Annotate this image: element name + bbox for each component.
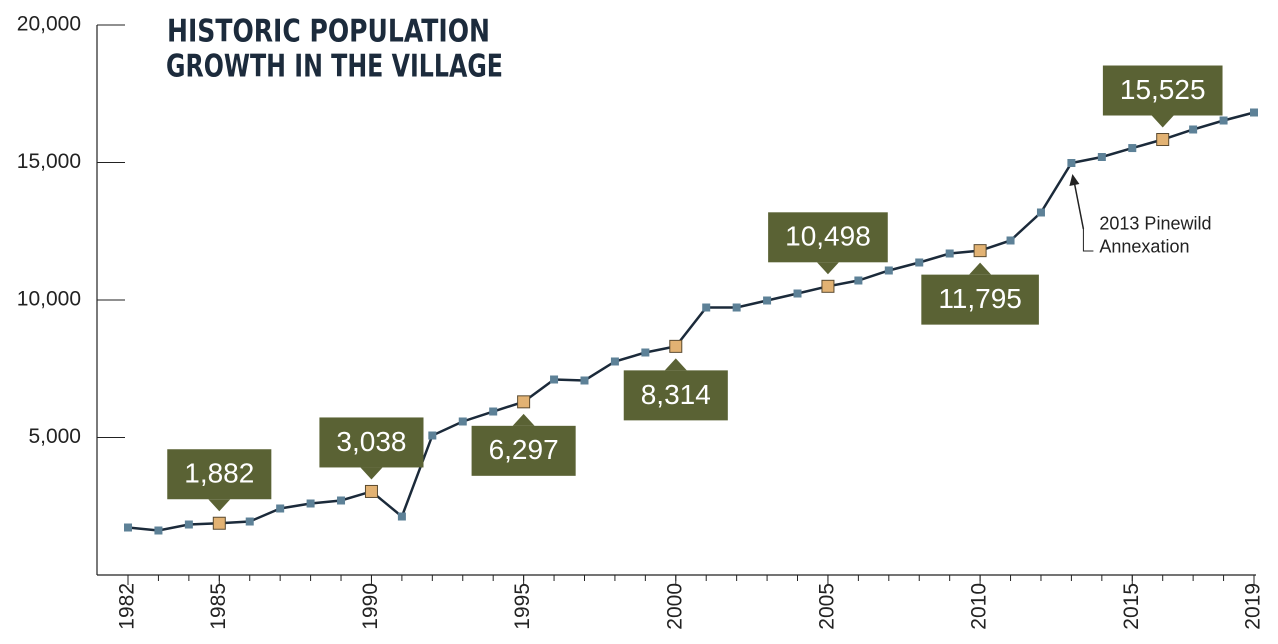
marker [1036,208,1045,217]
marker [245,517,254,526]
marker [337,496,346,505]
value-label: 15,525 [1102,65,1223,128]
x-tick-label: 1995 [511,583,534,630]
label-box [471,425,576,476]
value-label-text: 15,525 [1120,74,1206,105]
label-pointer [816,262,839,275]
label-pointer [969,262,992,275]
label-pointer [208,499,231,512]
chart-title: HISTORIC POPULATION [167,14,490,50]
marker [763,296,772,305]
value-label: 6,297 [471,413,576,476]
annotation-arrow [1073,182,1085,230]
marker [306,499,315,508]
marker [397,512,406,521]
value-label-text: 11,795 [938,283,1022,314]
marker [610,357,619,366]
marker [732,303,741,312]
marker [884,266,893,275]
marker [184,520,193,529]
label-pointer [664,358,687,371]
label-pointer [360,467,383,480]
arrow-head [1069,173,1080,186]
marker [276,504,285,513]
annotation: 2013 Pinewild [1099,214,1211,234]
marker [517,395,531,409]
label-box [623,370,728,421]
marker [580,376,589,385]
x-tick-label: 1990 [359,583,382,630]
label-box [1102,65,1223,116]
marker [945,249,954,258]
marker [973,244,987,258]
marker [154,526,163,535]
marker [124,523,132,532]
marker [489,407,498,416]
annotation-leader [1082,228,1094,252]
value-label-text: 6,297 [489,434,559,465]
x-tick-label: 1982 [116,583,139,630]
label-pointer [512,413,535,426]
marker [854,276,863,285]
marker [1128,144,1137,153]
label-box [768,212,888,263]
value-label-text: 10,498 [785,221,871,252]
y-tick-label: 10,000 [17,288,81,311]
x-tick-label: 2015 [1120,583,1143,630]
marker [702,303,711,312]
marker [821,279,835,293]
chart-title: GROWTH IN THE VILLAGE [166,49,503,85]
marker [641,348,650,357]
marker [1189,125,1198,134]
value-label: 11,795 [921,262,1039,325]
x-tick-label: 2019 [1242,583,1265,630]
marker [1219,116,1228,125]
marker [364,484,378,498]
label-pointer [1151,115,1174,128]
marker [1156,133,1170,147]
label-box [921,274,1039,325]
marker [458,417,467,426]
marker [1250,108,1258,117]
x-tick-label: 2000 [663,583,686,630]
y-tick-label: 5,000 [28,425,81,448]
label-box [167,449,272,500]
x-tick-label: 2005 [815,583,838,630]
value-label: 1,882 [167,449,272,512]
marker [915,258,924,267]
label-box [319,417,424,468]
value-label-text: 8,314 [641,379,711,410]
value-label-text: 1,882 [184,458,254,489]
annotation: Annexation [1099,237,1189,257]
x-tick-label: 1985 [207,583,230,630]
line [127,111,1255,532]
marker [669,339,683,353]
marker [1097,153,1106,161]
marker [1067,158,1076,167]
value-label: 10,498 [768,212,888,275]
value-label: 8,314 [623,358,728,421]
value-label: 3,038 [319,417,424,480]
marker [793,289,802,298]
y-tick-label: 20,000 [17,13,81,36]
x-tick-label: 2010 [968,583,991,630]
marker [550,375,559,384]
marker [212,516,226,530]
marker [428,431,437,440]
marker [1006,236,1015,245]
value-label-text: 3,038 [336,426,406,457]
y-tick-label: 15,000 [17,150,81,173]
